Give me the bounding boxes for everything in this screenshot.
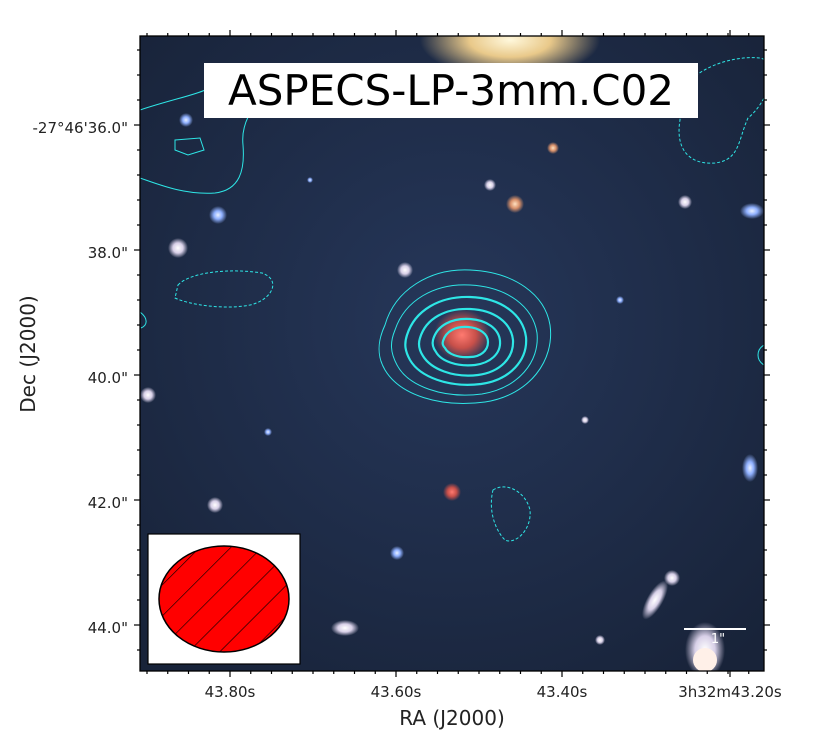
title-box bbox=[204, 63, 698, 118]
galaxy-source bbox=[168, 238, 188, 258]
contour-level-5 bbox=[431, 317, 502, 367]
contour-noise bbox=[174, 270, 274, 308]
y-tick-label: 40.0" bbox=[88, 369, 128, 387]
contour-noise bbox=[490, 486, 531, 542]
contour-level-6 bbox=[441, 325, 490, 359]
galaxy-source bbox=[547, 142, 559, 154]
y-tick-label: 44.0" bbox=[88, 619, 128, 637]
galaxy-source bbox=[443, 483, 461, 501]
scale-bar-label: 1" bbox=[711, 632, 725, 647]
contour-noise bbox=[174, 137, 205, 156]
y-tick-label: -27°46'36.0" bbox=[32, 119, 128, 137]
beam-ellipse bbox=[158, 545, 290, 653]
contour-level-3 bbox=[404, 295, 528, 386]
contour-group bbox=[140, 57, 764, 542]
galaxy-source bbox=[179, 113, 193, 127]
x-axis-title: RA (J2000) bbox=[399, 706, 505, 730]
galaxy-source bbox=[331, 620, 359, 636]
axis-ticks bbox=[134, 30, 770, 677]
galaxy-source bbox=[397, 262, 413, 278]
galaxy-source bbox=[595, 635, 605, 645]
contour-level-1 bbox=[378, 269, 552, 404]
bright-galaxy-core bbox=[693, 648, 717, 671]
x-tick-label: 43.60s bbox=[371, 683, 422, 701]
galaxy-source bbox=[140, 387, 156, 403]
star-source bbox=[616, 296, 624, 304]
contour-level-2 bbox=[391, 284, 538, 396]
contour-noise bbox=[140, 97, 263, 194]
x-tick-label: 3h32m43.20s bbox=[678, 683, 782, 701]
star-source bbox=[209, 206, 227, 224]
galaxy-source bbox=[207, 497, 223, 513]
y-tick-label: 42.0" bbox=[88, 494, 128, 512]
figure-title: ASPECS-LP-3mm.C02 bbox=[228, 66, 674, 115]
galaxy-source bbox=[642, 580, 668, 620]
x-tick-label: 43.80s bbox=[205, 683, 256, 701]
galaxy-source bbox=[740, 203, 764, 219]
y-axis-title: Dec (J2000) bbox=[16, 295, 40, 412]
contour-noise bbox=[678, 57, 764, 164]
galaxy-source bbox=[678, 195, 692, 209]
contour-noise bbox=[757, 344, 764, 366]
star-source bbox=[307, 177, 313, 183]
star-source bbox=[581, 416, 589, 424]
contour-noise bbox=[140, 89, 206, 111]
galaxy-source bbox=[742, 454, 758, 482]
star-source bbox=[390, 546, 404, 560]
galaxy-source bbox=[506, 195, 524, 213]
galaxy-source bbox=[664, 570, 680, 586]
y-tick-label: 38.0" bbox=[88, 244, 128, 262]
contour-noise bbox=[140, 311, 147, 329]
contour-level-4 bbox=[417, 307, 515, 377]
plot-frame bbox=[139, 35, 765, 672]
star-source bbox=[264, 428, 272, 436]
x-tick-label: 43.40s bbox=[537, 683, 588, 701]
galaxy-source bbox=[484, 179, 496, 191]
